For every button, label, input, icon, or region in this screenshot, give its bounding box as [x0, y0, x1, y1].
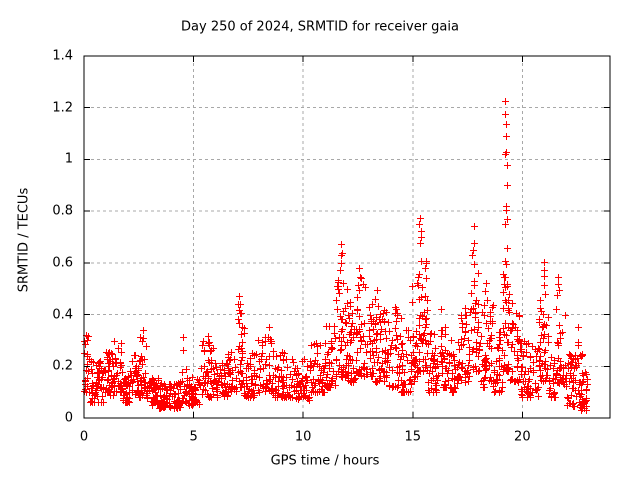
y-tick-label: 1.4 — [52, 48, 73, 64]
x-tick-label: 20 — [514, 429, 531, 445]
y-tick-label: 0.8 — [52, 203, 73, 219]
y-tick-label: 0 — [64, 410, 73, 426]
x-axis-label: GPS time / hours — [270, 453, 380, 469]
plot-border — [83, 55, 611, 419]
x-tick-label: 10 — [294, 429, 312, 445]
y-tick-label: 0.6 — [52, 255, 73, 271]
x-tick-label: 5 — [189, 429, 198, 445]
y-tick-label: 0.2 — [52, 358, 73, 374]
x-tick-label: 0 — [79, 429, 89, 445]
y-tick-label: 1 — [64, 151, 73, 167]
y-axis-label: SRMTID / TECUs — [16, 187, 32, 293]
chart-title: Day 250 of 2024, SRMTID for receiver gai… — [181, 19, 459, 35]
x-tick-label: 15 — [404, 429, 422, 445]
y-tick-label: 0.4 — [52, 307, 73, 323]
y-tick-label: 1.2 — [52, 100, 73, 116]
